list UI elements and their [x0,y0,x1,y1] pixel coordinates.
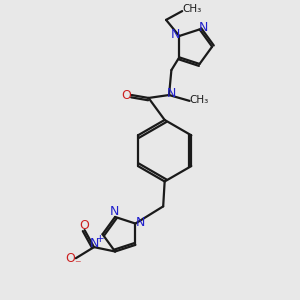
Text: CH₃: CH₃ [189,95,208,105]
Text: ⁻: ⁻ [74,258,81,271]
Text: CH₃: CH₃ [183,4,202,14]
Text: O: O [66,252,76,265]
Text: N: N [170,28,180,41]
Text: +: + [96,234,105,244]
Text: O: O [80,219,89,232]
Text: N: N [90,237,99,250]
Text: O: O [122,88,131,101]
Text: N: N [199,21,208,34]
Text: N: N [167,87,176,100]
Text: N: N [110,205,119,218]
Text: N: N [136,216,146,229]
